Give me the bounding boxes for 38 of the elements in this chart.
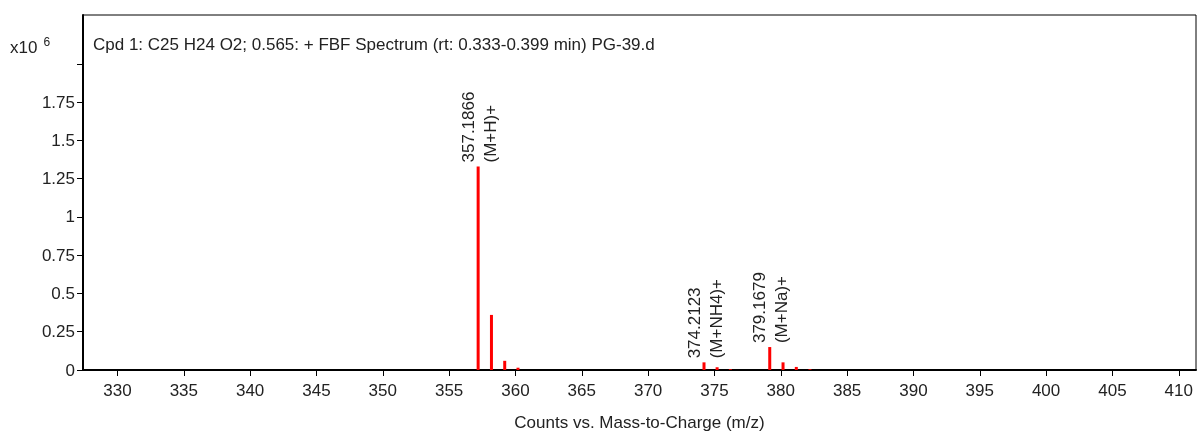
y-tick-label: 0.75 bbox=[41, 245, 75, 265]
x-tick-label: 370 bbox=[633, 381, 663, 400]
y-tick-label: 1.5 bbox=[51, 130, 75, 150]
x-tick-label: 350 bbox=[368, 381, 397, 400]
x-tick-label: 345 bbox=[302, 381, 331, 400]
y-tick-label: 1 bbox=[65, 207, 75, 227]
x-tick-label: 390 bbox=[899, 381, 928, 400]
x-tick-label: 395 bbox=[965, 381, 994, 400]
y-tick-label: 1.25 bbox=[41, 169, 75, 189]
bar bbox=[503, 360, 507, 370]
y-tick-label: 0.5 bbox=[51, 283, 75, 303]
y-tick-label: 1.75 bbox=[41, 92, 75, 112]
x-tick-label: 410 bbox=[1164, 381, 1193, 400]
annotation: 357.1866 (M+H)+ bbox=[458, 91, 500, 163]
annotation: 374.2123 (M+NH4)+ bbox=[684, 278, 726, 359]
x-tick-label: 365 bbox=[567, 381, 596, 400]
bar bbox=[715, 367, 719, 370]
y-tick-label: 0.25 bbox=[41, 322, 75, 342]
text: Cpd 1: C25 H24 O2; 0.565: + FBF Spectrum (rt: 0.333-0.399 min) PG-39.d bbox=[93, 35, 655, 54]
x-tick-label: 385 bbox=[832, 381, 862, 400]
x-tick-label: 355 bbox=[434, 381, 464, 400]
x-tick-label: 340 bbox=[235, 381, 265, 400]
x-tick-label: 335 bbox=[169, 381, 199, 400]
y-tick-label: 0 bbox=[65, 360, 75, 380]
x-axis-title: Counts vs. Mass-to-Charge (m/z) bbox=[514, 413, 765, 432]
bar bbox=[781, 362, 785, 370]
bar bbox=[702, 362, 706, 370]
x-tick-label: 360 bbox=[501, 381, 530, 400]
bar bbox=[489, 314, 493, 370]
x-tick-label: 405 bbox=[1098, 381, 1127, 400]
bar bbox=[768, 347, 772, 370]
bar bbox=[476, 166, 480, 370]
x-tick-label: 330 bbox=[103, 381, 132, 400]
x-tick-label: 380 bbox=[766, 381, 795, 400]
x-tick-label: 400 bbox=[1031, 381, 1061, 400]
annotation: 379.1679 (M+Na)+ bbox=[750, 272, 792, 344]
bar bbox=[794, 366, 798, 370]
x-tick-label: 375 bbox=[700, 381, 729, 400]
